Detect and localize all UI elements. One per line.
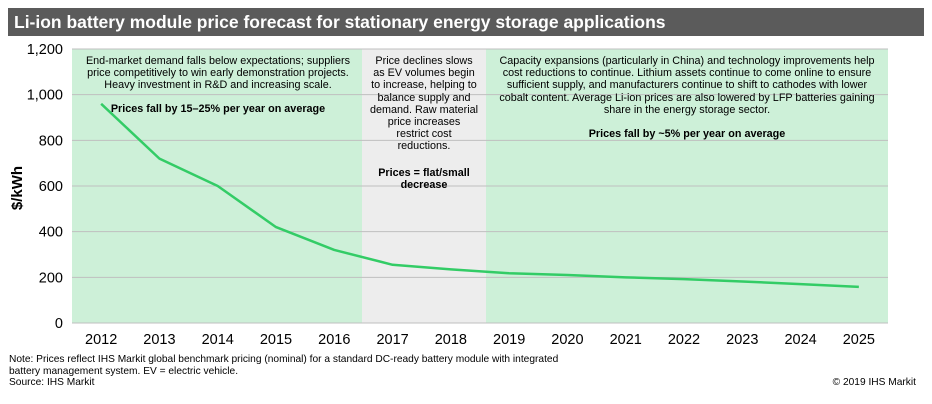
series-line-group [100, 102, 859, 289]
x-tick-label: 2025 [843, 332, 875, 348]
region-description-line: End-market demand falls below expectatio… [85, 55, 351, 67]
x-tick-label: 2020 [551, 332, 583, 348]
region-description-line: price increases [387, 116, 461, 129]
region-description-line: sufficient supply, and manufacturers con… [506, 79, 868, 92]
region-description-line: balance supply and [377, 91, 471, 104]
x-tick-label: 2014 [202, 332, 234, 348]
region-highlight: Prices fall by 15–25% per year on averag… [78, 103, 358, 115]
region-description: End-market demand falls below expectatio… [78, 55, 358, 92]
region-highlight-line: Prices = flat/small [378, 167, 470, 179]
y-tick-label: 600 [39, 179, 63, 195]
note-line: Note: Prices reflect IHS Markit global b… [9, 354, 559, 365]
x-tick-label: 2024 [784, 332, 816, 348]
region-highlight-line: Prices fall by ~5% per year on average [588, 128, 786, 140]
x-tick-label: 2023 [726, 332, 758, 348]
region-highlight-line: Prices fall by 15–25% per year on averag… [110, 103, 326, 115]
chart-title: Li-ion battery module price forecast for… [8, 8, 924, 36]
region-description-line: Heavy investment in R&D and increasing s… [104, 79, 332, 92]
region-description: Capacity expansions (particularly in Chi… [490, 55, 884, 116]
region-description-line: price competitively to win early demonst… [87, 67, 349, 80]
y-axis-label: $/kWh [9, 166, 26, 210]
y-tick-label: 1,200 [27, 42, 63, 58]
note-line: battery management system. EV = electric… [9, 365, 239, 377]
region-description-line: as EV volumes begin [373, 67, 475, 80]
series-line [100, 102, 859, 289]
y-tick-label: 200 [39, 270, 63, 286]
region-description: Price declines slows as EV volumes begin t… [366, 55, 482, 153]
y-tick-label: 1,000 [27, 88, 63, 104]
region-description-line: restrict cost [396, 128, 452, 141]
x-tick-label: 2015 [260, 332, 292, 348]
y-tick-label: 800 [39, 133, 63, 149]
footnote: Note: Prices reflect IHS Markit global b… [9, 354, 609, 389]
region-highlight: Prices = flat/small decrease [366, 167, 482, 191]
source-line: Source: IHS Markit [9, 377, 95, 388]
region-description-line: Price declines slows [375, 55, 473, 67]
region-description-line: Capacity expansions (particularly in Chi… [499, 55, 875, 67]
y-tick-label: 0 [55, 316, 63, 332]
x-tick-label: 2017 [376, 332, 408, 348]
y-tick-labels: 0 200 400 600 800 1,000 1,200 [27, 42, 63, 332]
x-tick-label: 2019 [493, 332, 525, 348]
region-description-line: to increase, helping to [371, 79, 477, 92]
x-tick-label: 2012 [85, 332, 117, 348]
region-highlight: Prices fall by ~5% per year on average [490, 128, 884, 140]
x-tick-label: 2016 [318, 332, 350, 348]
region-description-line: cobalt content. Average Li-ion prices ar… [499, 91, 875, 104]
y-tick-label: 400 [39, 225, 63, 241]
region-description-line: share in the energy storage sector. [603, 103, 771, 116]
x-tick-label: 2018 [435, 332, 467, 348]
copyright: © 2019 IHS Markit [832, 377, 916, 388]
x-tick-labels: 2012 2013 2014 2015 2016 2017 2018 2019 2020 2021… [85, 332, 875, 348]
region-description-line: reductions. [397, 140, 451, 153]
x-tick-label: 2021 [610, 332, 642, 348]
region-highlight-line: decrease [400, 179, 448, 192]
x-tick-label: 2022 [668, 332, 700, 348]
gridlines [72, 48, 888, 324]
x-tick-label: 2013 [143, 332, 175, 348]
region-description-line: cost reductions to continue. Lithium ass… [502, 67, 872, 80]
region-description-line: demand. Raw material [369, 103, 479, 116]
